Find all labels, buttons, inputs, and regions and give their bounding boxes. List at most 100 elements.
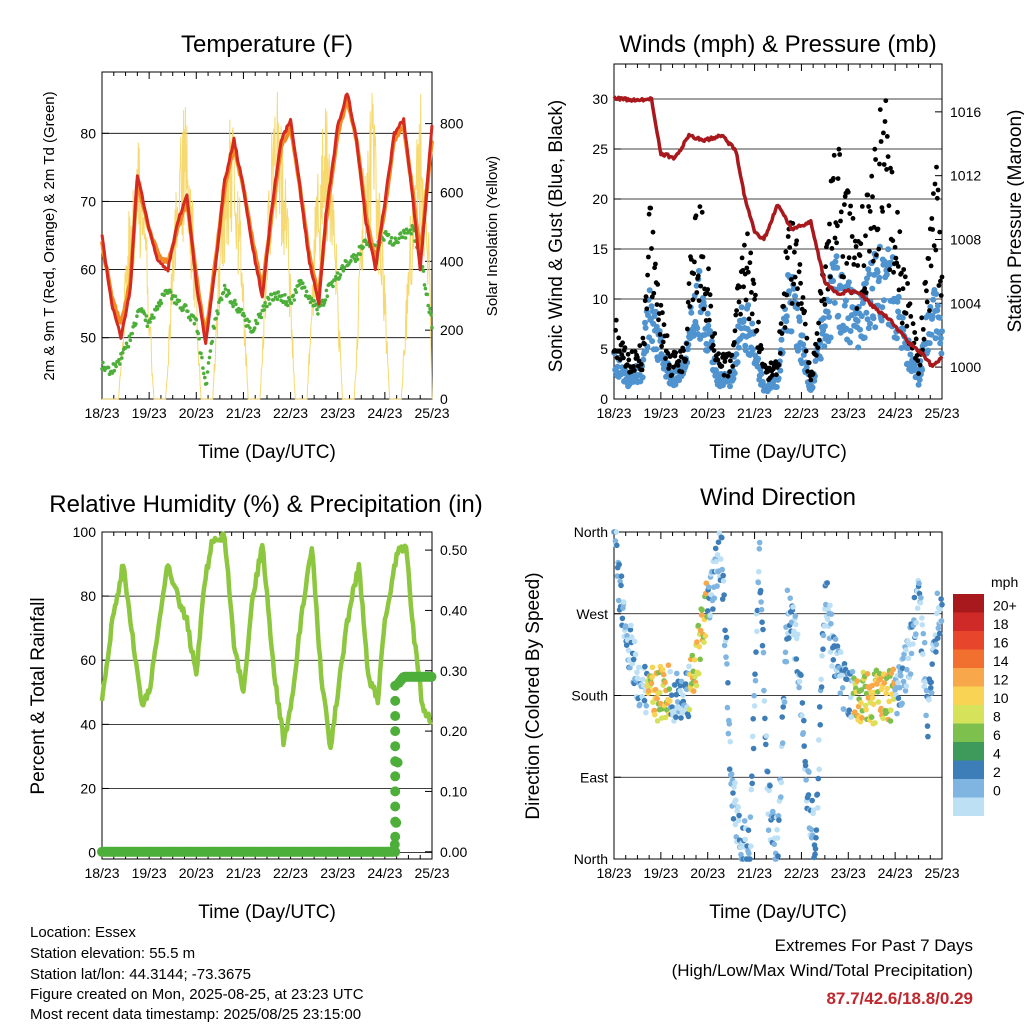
wind-direction-point — [619, 615, 626, 622]
wind-direction-point — [641, 697, 648, 704]
sonic-wind-point — [833, 253, 840, 260]
wind-direction-point — [719, 566, 725, 573]
gust-point — [836, 146, 842, 152]
sonic-wind-point — [937, 335, 944, 342]
sonic-wind-point — [773, 384, 780, 390]
gust-point — [881, 130, 886, 136]
gust-point — [835, 223, 840, 229]
temperature-x-tick-label: 24/23 — [367, 405, 402, 421]
gust-point — [694, 290, 700, 295]
wind-direction-point — [929, 661, 935, 667]
dewpoint-point — [127, 334, 132, 339]
gust-point — [938, 278, 943, 284]
gust-point — [916, 371, 921, 376]
sonic-wind-point — [821, 343, 828, 350]
gust-point — [690, 297, 696, 303]
gust-point — [635, 354, 640, 360]
winds-y-tick-label: 15 — [592, 241, 608, 257]
wind-direction-point — [903, 683, 910, 689]
wind-direction-point — [634, 675, 641, 681]
wind-direction-point — [724, 661, 730, 667]
gust-point — [648, 205, 654, 211]
gust-point — [924, 288, 929, 294]
wind-direction-point — [614, 542, 620, 549]
wind-direction-point — [869, 695, 876, 701]
wind-direction-point — [802, 762, 809, 769]
gust-point — [866, 204, 871, 209]
sonic-wind-point — [870, 315, 877, 322]
wind-direction-point — [685, 713, 692, 720]
dewpoint-point — [233, 298, 237, 303]
dewpoint-point — [134, 322, 138, 326]
gust-point — [660, 310, 665, 316]
gust-point — [736, 299, 742, 305]
wind-direction-point — [614, 573, 621, 579]
wind-direction-point — [662, 679, 668, 686]
wind-direction-point — [898, 673, 904, 679]
gust-point — [808, 377, 814, 383]
dewpoint-point — [186, 309, 190, 314]
sonic-wind-point — [938, 350, 945, 357]
gust-point — [715, 357, 721, 363]
wind-direction-point — [748, 843, 754, 849]
gust-point — [806, 360, 812, 366]
wind-direction-point — [881, 671, 887, 677]
dewpoint-point — [324, 288, 329, 293]
sonic-wind-point — [865, 325, 872, 332]
gust-point — [802, 321, 808, 327]
wind-direction-point — [750, 716, 756, 722]
precipitation-point — [390, 711, 401, 721]
gust-point — [722, 359, 728, 364]
temperature-y-tick-label: 80 — [80, 125, 96, 141]
wind-direction-point — [747, 856, 753, 862]
wind-direction-point — [751, 703, 758, 709]
wind-direction-point — [935, 635, 941, 641]
gust-point — [719, 363, 725, 369]
gust-point — [783, 249, 789, 255]
gust-point — [813, 353, 819, 358]
humidity-y-tick-label: 60 — [80, 652, 96, 668]
dewpoint-point — [316, 312, 320, 316]
gust-point — [644, 306, 650, 312]
wind-direction-point — [803, 777, 809, 783]
dewpoint-point — [323, 298, 328, 302]
gust-point — [837, 152, 843, 157]
gust-point — [705, 287, 711, 292]
dewpoint-point — [159, 301, 164, 306]
dewpoint-point — [262, 308, 267, 312]
gust-point — [701, 306, 707, 312]
gust-point — [877, 107, 883, 112]
sonic-wind-point — [705, 322, 712, 329]
wind-direction-point — [887, 718, 894, 724]
gust-point — [861, 263, 867, 269]
gust-point — [743, 297, 749, 303]
wind-direction-point — [752, 671, 758, 677]
gust-point — [776, 362, 782, 368]
sonic-wind-point — [672, 381, 679, 388]
temperature-y2-tick-label: 200 — [440, 322, 464, 338]
wind-direction-point — [627, 626, 634, 633]
gust-point — [831, 152, 837, 158]
gust-point — [838, 209, 844, 215]
wind-direction-point — [869, 682, 875, 689]
gust-point — [936, 283, 942, 288]
gust-point — [781, 303, 786, 309]
sonic-wind-point — [862, 280, 869, 287]
gust-point — [782, 325, 788, 330]
wind-direction-point — [793, 656, 800, 662]
gust-point — [897, 229, 903, 235]
dewpoint-point — [302, 285, 307, 290]
dewpoint-point — [199, 351, 203, 356]
wind-direction-point — [883, 690, 889, 697]
gust-point — [631, 368, 637, 373]
wind-direction-point — [745, 827, 752, 833]
gust-point — [874, 252, 879, 258]
gust-point — [676, 358, 682, 364]
gust-point — [738, 311, 743, 317]
gust-point — [636, 358, 642, 364]
winds-y-tick-label: 10 — [592, 291, 608, 307]
dewpoint-point — [349, 258, 353, 263]
wind-direction-point — [669, 704, 675, 710]
speed-legend-label: 8 — [993, 709, 1001, 725]
wind-direction-point — [916, 580, 922, 587]
